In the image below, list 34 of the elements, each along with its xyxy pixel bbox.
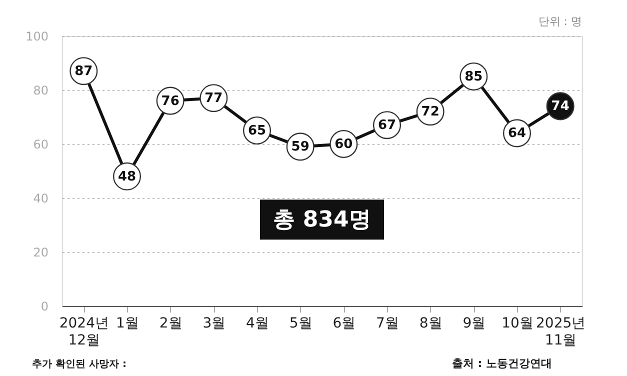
x-tick-label: 2월 bbox=[159, 316, 182, 332]
x-tick-label: 7월 bbox=[376, 316, 399, 332]
x-tick-label: 10월 bbox=[502, 316, 534, 332]
data-label: 87 bbox=[74, 64, 93, 80]
y-tick-label: 0 bbox=[40, 300, 48, 314]
x-tick-label: 3월 bbox=[202, 316, 226, 332]
data-label: 65 bbox=[248, 124, 266, 138]
x-tick-label: 2024년 12월 bbox=[59, 316, 109, 348]
data-label: 76 bbox=[161, 94, 180, 109]
y-tick-label: 20 bbox=[33, 246, 48, 260]
annotation: 총 834명 bbox=[273, 208, 371, 233]
y-tick-label: 100 bbox=[26, 30, 48, 44]
source-note: 출처 : 노동건강연대 bbox=[452, 357, 552, 370]
x-tick-label: 6월 bbox=[332, 316, 356, 332]
x-tick-label: 5월 bbox=[289, 316, 312, 332]
y-tick-label: 80 bbox=[33, 84, 48, 98]
y-tick-label: 60 bbox=[33, 138, 48, 152]
data-label: 60 bbox=[334, 137, 353, 152]
data-label: 85 bbox=[464, 70, 483, 84]
text: 단위 : 명 bbox=[538, 15, 582, 28]
x-tick-label: 8월 bbox=[419, 316, 442, 332]
x-tick-label: 1월 bbox=[116, 316, 139, 332]
data-label: 74 bbox=[551, 99, 570, 114]
data-label: 64 bbox=[508, 126, 526, 142]
x-tick-label: 4월 bbox=[246, 316, 269, 332]
text: 추가 확인된 사망자 : bbox=[32, 359, 126, 370]
data-label: 72 bbox=[421, 104, 440, 120]
data-label: 59 bbox=[291, 140, 310, 155]
x-tick-label: 2025년 11월 bbox=[536, 316, 586, 348]
data-label: 67 bbox=[378, 118, 396, 134]
x-tick-label: 9월 bbox=[462, 316, 486, 332]
data-label: 48 bbox=[118, 169, 136, 184]
y-tick-label: 40 bbox=[33, 192, 48, 206]
data-label: 77 bbox=[204, 91, 223, 106]
